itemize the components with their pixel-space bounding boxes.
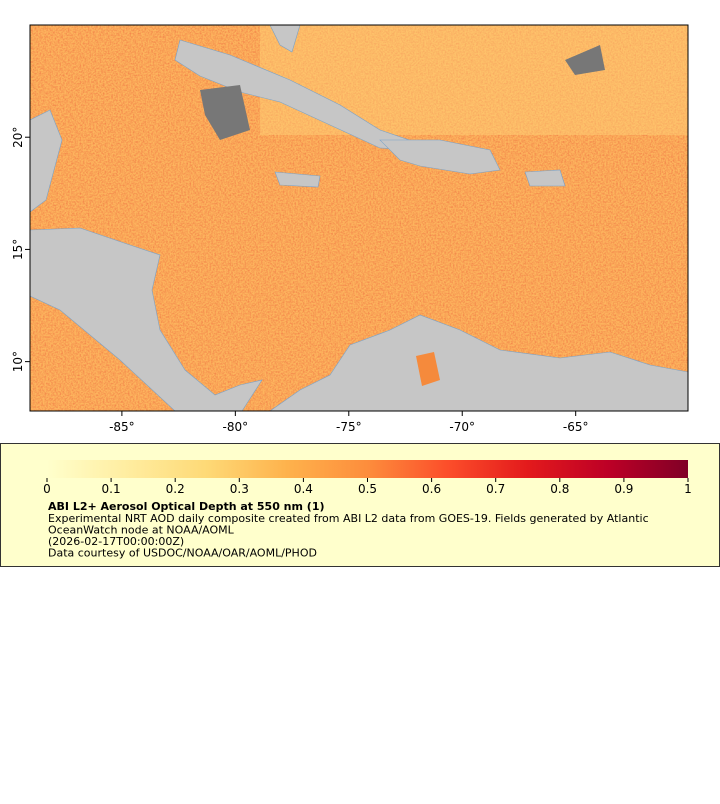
caption-line: Data courtesy of USDOC/NOAA/OAR/AOML/PHO…: [48, 547, 317, 560]
colorbar-tick-label: 0.5: [358, 482, 377, 496]
caption-line: Experimental NRT AOD daily composite cre…: [48, 512, 649, 525]
land: [30, 25, 688, 411]
colorbar-tick-label: 0.9: [614, 482, 633, 496]
map-image: [30, 25, 688, 411]
colorbar: [47, 460, 688, 478]
x-tick-label: -65°: [563, 420, 589, 434]
colorbar-tick-label: 0.3: [230, 482, 249, 496]
colorbar-tick-label: 0: [43, 482, 51, 496]
colorbar-tick-label: 0.8: [550, 482, 569, 496]
x-tick-label: -75°: [336, 420, 362, 434]
y-tick-label: 15°: [11, 239, 25, 260]
colorbar-tick-label: 0.2: [166, 482, 185, 496]
no-data: [200, 45, 605, 140]
caption-title: ABI L2+ Aerosol Optical Depth at 550 nm …: [48, 500, 325, 513]
map-frame: [29, 24, 689, 412]
x-tick-label: -85°: [109, 420, 135, 434]
x-tick-label: -80°: [223, 420, 249, 434]
colorbar-tick-label: 0.6: [422, 482, 441, 496]
colorbar-tick-label: 0.4: [294, 482, 313, 496]
colorbar-tick-label: 1: [684, 482, 692, 496]
y-tick-label: 20°: [11, 127, 25, 148]
caption-line: OceanWatch node at NOAA/AOML: [48, 524, 235, 537]
y-tick-label: 10°: [11, 351, 25, 372]
colorbar-tick-label: 0.1: [102, 482, 121, 496]
colorbar-tick-label: 0.7: [486, 482, 505, 496]
x-tick-label: -70°: [449, 420, 475, 434]
caption-line: (2026-02-17T00:00:00Z): [48, 535, 184, 548]
